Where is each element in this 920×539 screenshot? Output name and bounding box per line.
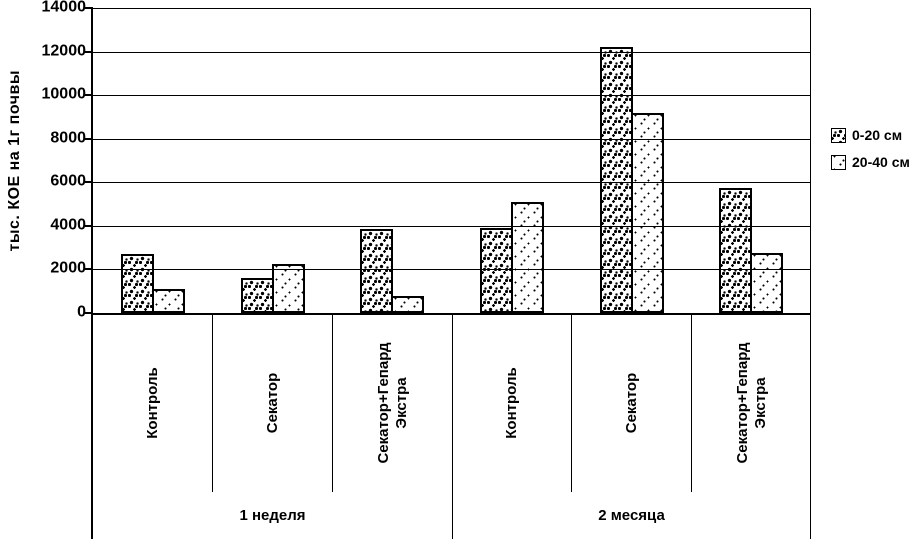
category-label: Контроль <box>502 366 520 439</box>
legend-item: 0-20 см <box>831 127 910 143</box>
bar <box>240 278 274 313</box>
y-tick-mark <box>85 224 93 227</box>
category-label: Секатор+Гепард Экстра <box>374 341 410 464</box>
category-label: Секатор <box>263 372 281 433</box>
y-tick-label: 10000 <box>41 85 87 103</box>
y-tick-mark <box>85 312 93 314</box>
category-label-cell: Контроль <box>452 313 572 492</box>
y-tick-mark <box>85 137 93 140</box>
category-cell <box>572 8 692 313</box>
category-cell <box>691 8 811 313</box>
plot-area <box>85 7 811 315</box>
gridline <box>93 51 811 53</box>
y-tick-mark <box>85 268 93 271</box>
category-label-cell: Секатор <box>213 313 333 492</box>
bar <box>630 112 664 313</box>
bar <box>750 253 784 313</box>
bar <box>271 263 305 313</box>
y-axis-tick-labels: 0 2000 4000 6000 8000 10000 12000 14000 <box>30 0 87 321</box>
category-cell <box>213 8 333 313</box>
y-tick-label: 14000 <box>41 0 87 16</box>
category-cell <box>93 8 213 313</box>
y-tick-mark <box>85 50 93 53</box>
category-label: Контроль <box>143 366 161 439</box>
gridline <box>93 182 811 184</box>
category-label-cell: Секатор <box>572 313 692 492</box>
legend-label: 0-20 см <box>852 127 903 143</box>
y-tick-label: 0 <box>77 303 86 321</box>
gridline <box>93 95 811 97</box>
dense-speckle-swatch-icon <box>831 127 846 143</box>
bar <box>479 228 513 313</box>
gridline <box>93 8 811 9</box>
legend-label: 20-40 см <box>852 154 910 170</box>
plot-right-frame-line <box>810 8 811 539</box>
y-tick-mark <box>85 94 93 97</box>
category-label: Секатор+Гепард Экстра <box>733 341 769 464</box>
category-axis-labels: Контроль Секатор Секатор+Гепард Экстра Конт… <box>93 313 811 492</box>
category-cell <box>332 8 452 313</box>
gridline <box>93 269 811 271</box>
group-label-cell: 1 неделя <box>93 492 452 539</box>
group-label-text: 2 месяца <box>598 507 665 524</box>
y-tick-label: 8000 <box>50 129 86 147</box>
y-axis-line <box>91 8 93 539</box>
y-tick-label: 4000 <box>50 216 86 234</box>
category-cell <box>452 8 572 313</box>
bar <box>599 47 633 313</box>
legend-item: 20-40 см <box>831 154 910 170</box>
bar <box>360 229 394 313</box>
category-label-cell: Контроль <box>93 313 213 492</box>
bar <box>151 289 185 313</box>
y-axis-title: тыс. КОЕ на 1г почвы <box>0 8 30 313</box>
light-speckle-swatch-icon <box>831 154 846 170</box>
group-axis-labels: 1 неделя 2 месяца <box>93 492 811 539</box>
legend: 0-20 см 20-40 см <box>831 127 910 181</box>
group-label-cell: 2 месяца <box>452 492 811 539</box>
y-tick-label: 12000 <box>41 42 87 60</box>
gridline <box>93 225 811 227</box>
category-label-cell: Секатор+Гепард Экстра <box>692 313 811 492</box>
y-axis-title-text: тыс. КОЕ на 1г почвы <box>6 69 23 252</box>
y-tick-label: 6000 <box>50 172 86 190</box>
group-separator-line <box>452 313 453 539</box>
gridline <box>93 138 811 140</box>
group-label-text: 1 неделя <box>239 507 306 524</box>
y-tick-mark <box>85 7 93 9</box>
bar <box>391 295 425 313</box>
y-tick-mark <box>85 181 93 184</box>
y-tick-label: 2000 <box>50 260 86 278</box>
bar <box>120 254 154 313</box>
bars-row <box>93 8 811 313</box>
bar <box>719 187 753 313</box>
category-label: Секатор <box>622 372 640 433</box>
bar <box>510 201 544 313</box>
category-label-cell: Секатор+Гепард Экстра <box>333 313 452 492</box>
